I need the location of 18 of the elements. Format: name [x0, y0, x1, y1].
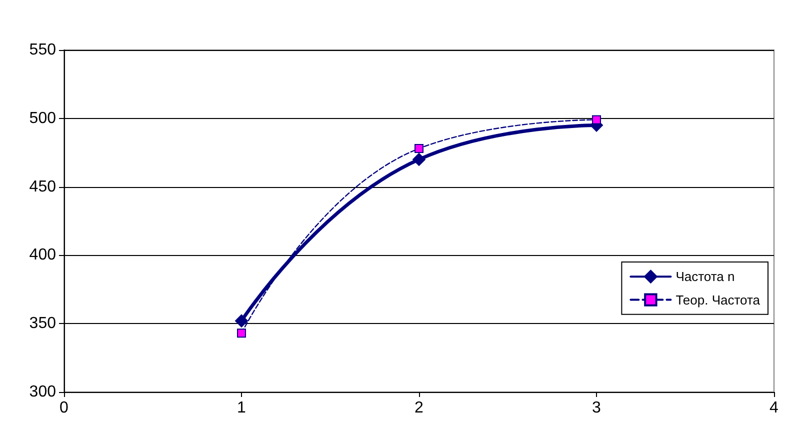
point [235, 314, 248, 328]
x-tick-label: 4 [770, 400, 779, 416]
y-tick-label: 500 [29, 110, 56, 127]
y-tick-label: 450 [29, 178, 56, 196]
point [592, 115, 601, 124]
x-tick-label: 3 [592, 400, 602, 416]
point [412, 152, 426, 166]
x-tick-label: 2 [414, 400, 424, 416]
point [237, 328, 246, 338]
y-tick-label: 400 [29, 246, 56, 264]
point [414, 144, 424, 153]
legend-label: Теор. Частота [676, 292, 761, 308]
x-tick-label: 1 [237, 400, 246, 416]
y-tick-label: 300 [29, 384, 56, 400]
legend-label: Частота n [676, 269, 735, 284]
y-tick-label: 550 [29, 42, 56, 58]
y-tick-label: 350 [29, 315, 56, 332]
x-tick-label: 0 [60, 400, 69, 416]
